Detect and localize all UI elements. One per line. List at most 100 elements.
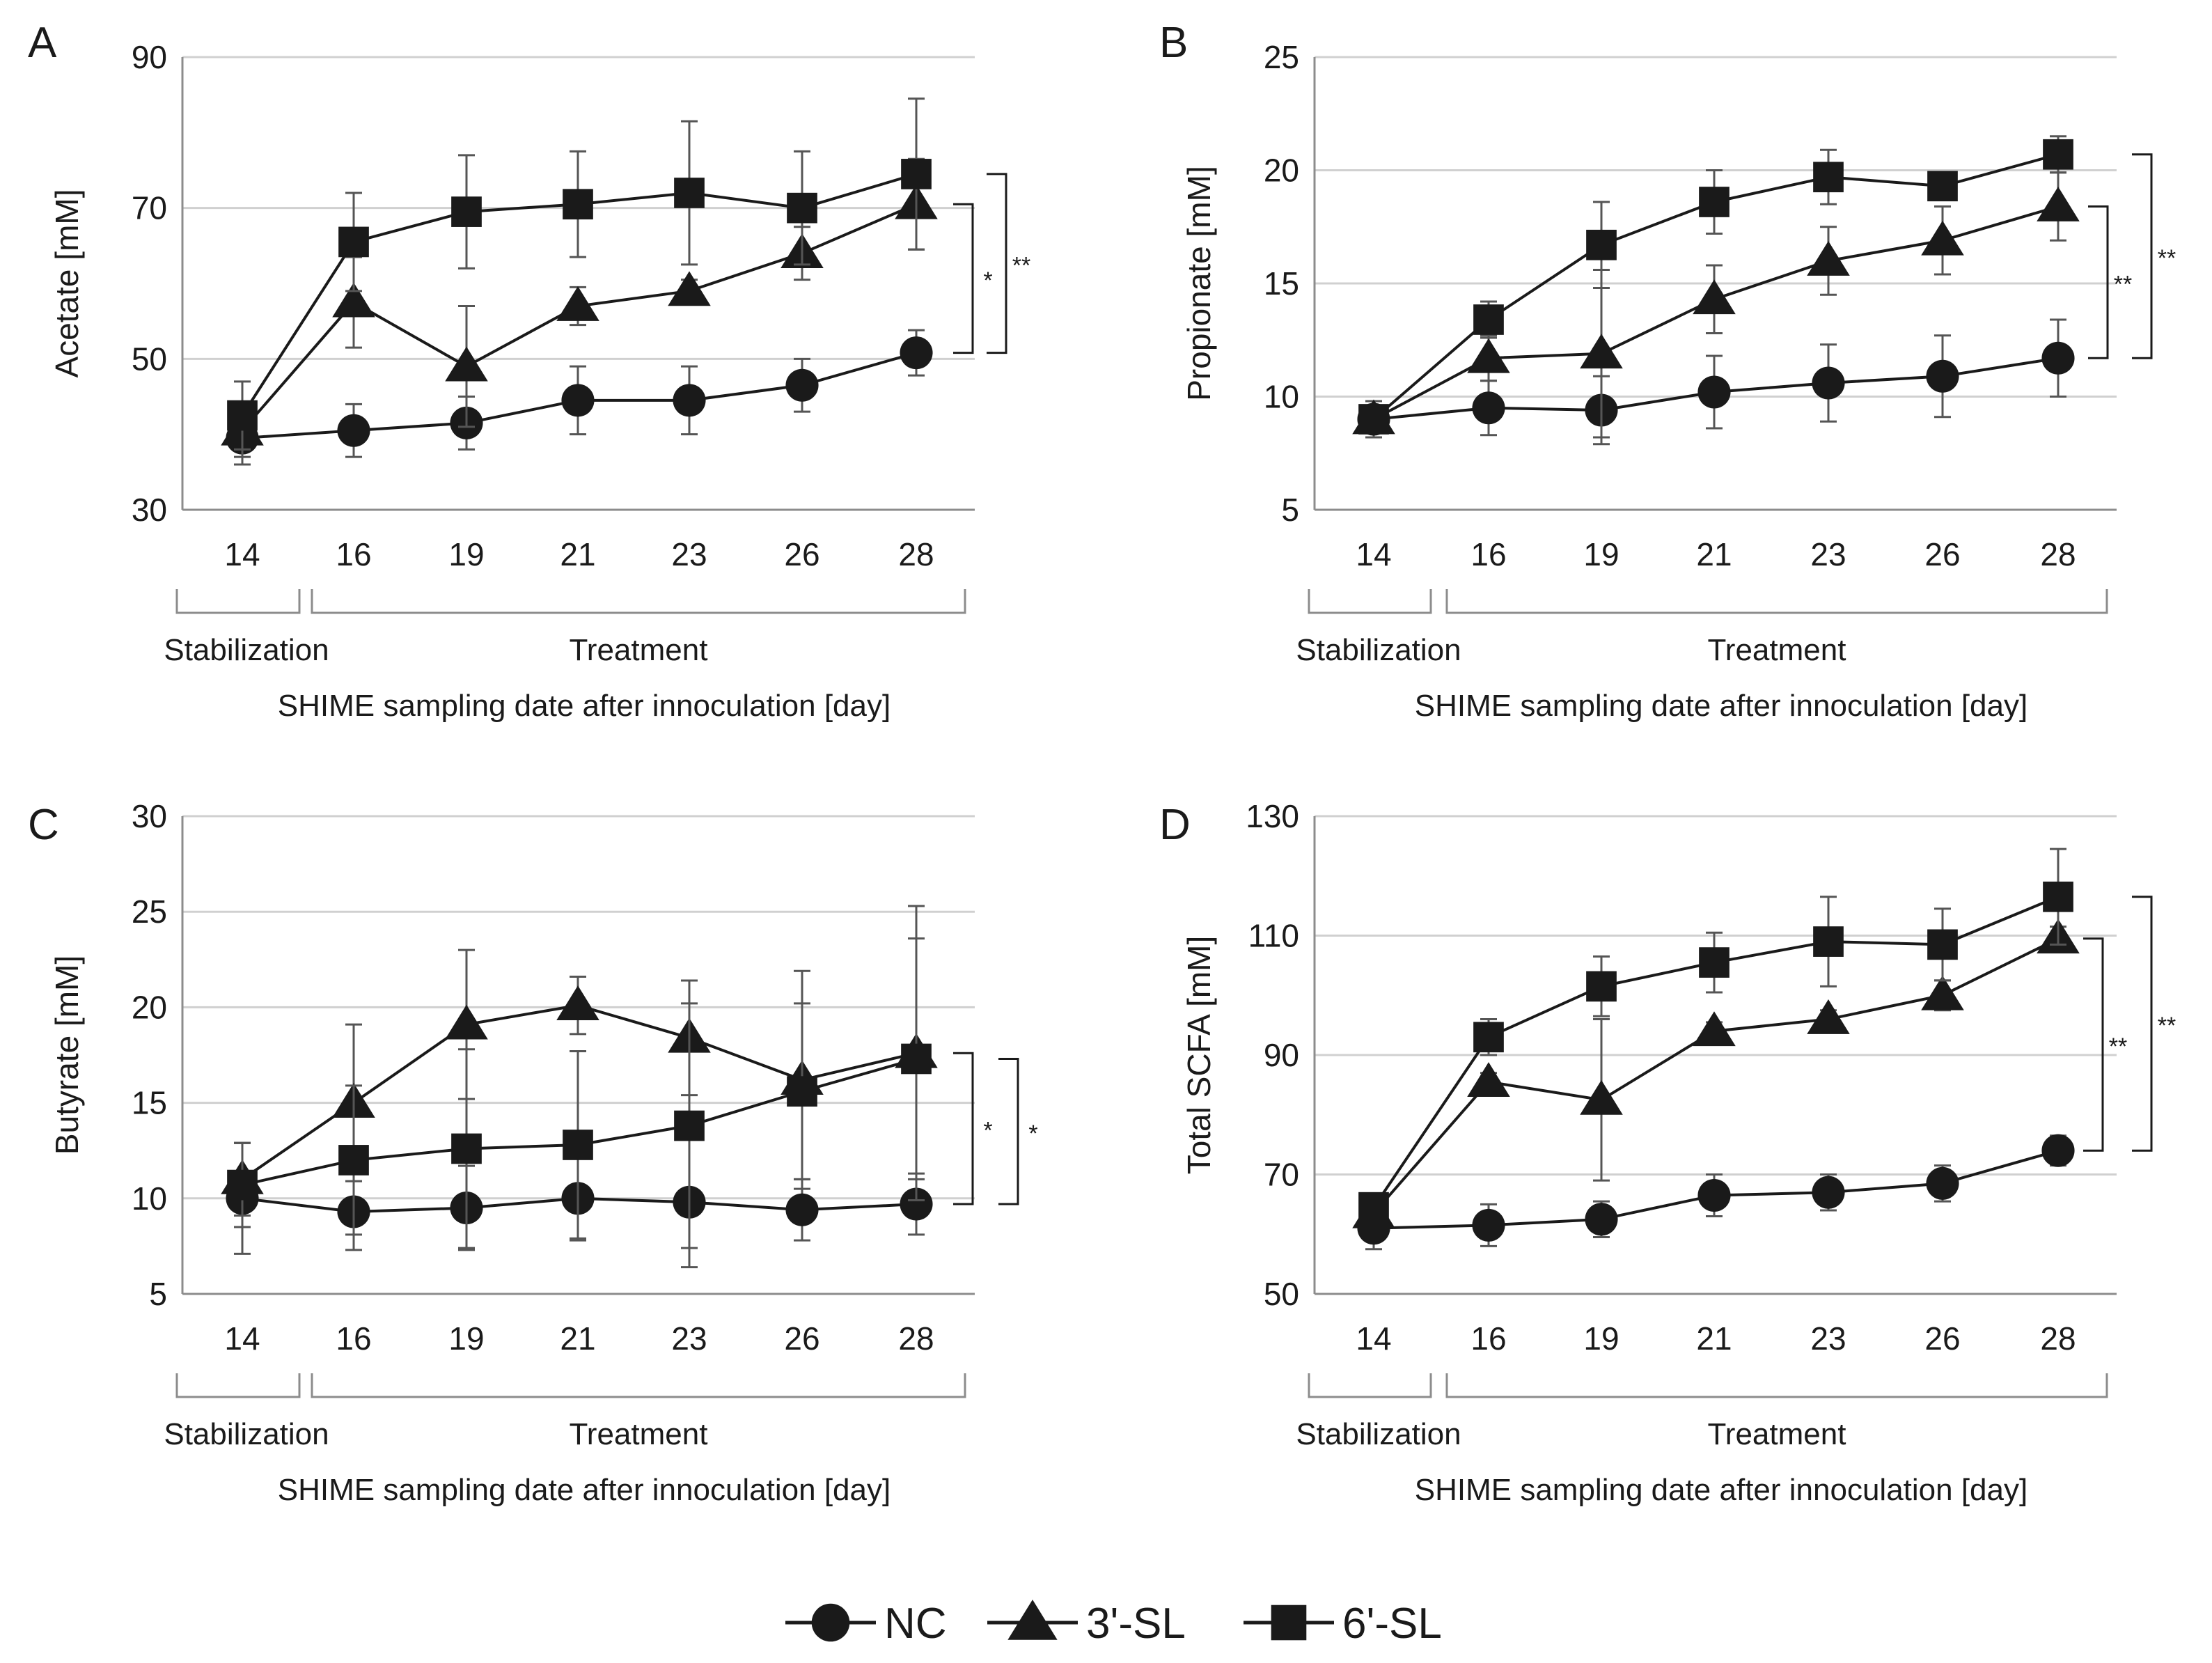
x-tick-label: 26 [784,536,819,572]
significance-label: ** [2158,1013,2176,1039]
y-tick-label: 90 [1264,1037,1299,1073]
data-point [785,368,819,402]
x-tick-label: 14 [224,1320,260,1357]
data-point [1813,926,1844,957]
data-point [2041,1134,2075,1167]
y-tick-label: 50 [132,341,167,377]
x-tick-label: 16 [1470,1320,1506,1357]
x-tick-label: 16 [336,1320,371,1357]
y-axis-label: Total SCFA [mM] [1181,936,1217,1175]
x-tick-label: 23 [671,1320,707,1357]
group-bracket [175,1373,301,1398]
y-tick-label: 10 [1264,379,1299,415]
group-label: Stabilization [1296,633,1461,667]
data-point [2037,187,2080,221]
series-circle [1357,318,2075,446]
significance-bracket [2132,896,2153,1152]
data-point [1921,220,1964,256]
y-axis-label: Acetate [mM] [49,189,85,378]
series-triangle [1352,171,2080,439]
y-tick-label: 30 [132,798,167,834]
y-tick-label: 20 [132,989,167,1025]
data-point [1812,1176,1845,1209]
group-label: Treatment [1708,1417,1846,1451]
x-tick-label: 19 [448,536,484,572]
x-tick-label: 14 [1356,536,1391,572]
x-tick-label: 21 [1696,536,1732,572]
data-point [901,159,932,189]
significance-bracket [2083,937,2104,1152]
data-point [445,346,488,382]
y-tick-label: 25 [1264,39,1299,75]
significance-bracket [2088,205,2109,359]
x-tick-label: 26 [1924,536,1960,572]
data-point [451,196,482,227]
data-point [1473,304,1504,335]
legend-marker-square [1271,1605,1307,1641]
data-point [1472,1208,1505,1242]
group-bracket [1445,589,2108,614]
y-tick-label: 70 [132,190,167,226]
x-axis-label: SHIME sampling date after innoculation [… [278,689,891,723]
data-point [227,400,258,431]
y-tick-label: 30 [132,492,167,528]
x-tick-label: 14 [224,536,260,572]
data-point [563,189,593,220]
panel-letter: A [28,19,57,67]
data-point [1467,1062,1510,1097]
y-tick-label: 10 [132,1180,167,1217]
legend-label: 6'-SL [1342,1600,1442,1648]
significance-label: * [983,267,992,294]
data-point [785,1193,819,1226]
significance-label: * [1028,1121,1037,1147]
data-point [1693,1011,1736,1047]
significance-label: ** [2158,245,2176,272]
data-point [1697,375,1731,409]
data-point [1699,947,1729,978]
group-label: Treatment [570,633,708,667]
panel-c: C 5 10 15 20 25 30 Butyrate [mM] 14 16 19 21 23 26 28 S… [28,798,1038,1507]
data-point [1812,366,1845,400]
data-point [1358,404,1389,435]
significance-bracket [953,1052,974,1205]
x-tick-label: 16 [1470,536,1506,572]
panel-letter: C [28,801,59,849]
panel-letter: B [1159,19,1188,67]
significance-bracket [953,203,974,354]
legend-marker-circle [811,1603,850,1642]
legend-label: 3'-SL [1086,1600,1186,1648]
data-point [1467,338,1510,373]
data-point [1699,187,1729,217]
data-point [2043,139,2073,170]
data-point [563,1130,593,1160]
group-bracket [175,589,301,614]
significance-bracket [998,1057,1019,1205]
data-point [561,384,595,417]
legend: NC 3'-SL 6'-SL [785,1600,1442,1648]
y-axis-label: Butyrate [mM] [49,955,85,1155]
group-bracket [1445,1373,2108,1398]
data-point [1807,241,1850,276]
series-square [1358,135,2073,435]
series-square [227,97,932,451]
data-point [1927,171,1958,202]
data-point [668,271,711,306]
group-label: Stabilization [1296,1417,1461,1451]
group-bracket [1308,1373,1432,1398]
significance-label: ** [1012,252,1030,279]
data-point [1926,1166,1959,1200]
data-point [2041,341,2075,375]
data-point [1813,162,1844,193]
data-point [445,1004,488,1040]
data-point [451,1133,482,1164]
x-tick-label: 26 [784,1320,819,1357]
significance-label: ** [2109,1033,2127,1060]
data-point [673,384,706,417]
x-tick-label: 23 [1810,536,1846,572]
panel-d: D 50 70 90 110 130 Total SCFA [mM] 14 16 19 21 23 26… [1159,798,2176,1507]
data-point [901,1043,932,1075]
data-point [1585,1203,1618,1236]
y-tick-label: 15 [132,1085,167,1121]
y-tick-label: 70 [1264,1157,1299,1193]
